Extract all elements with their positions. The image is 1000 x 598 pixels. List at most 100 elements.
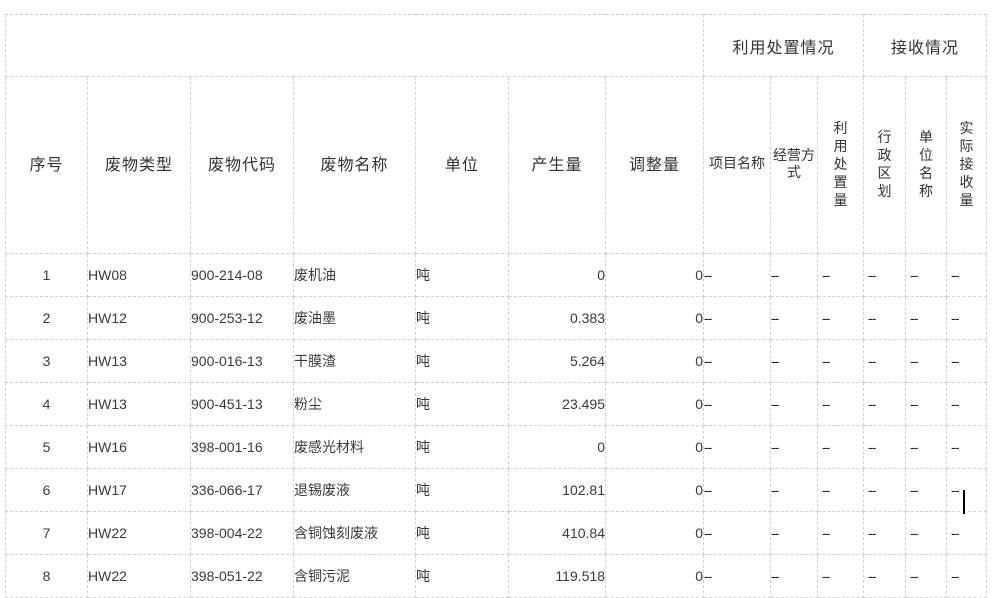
cell-received-qty[interactable]: -- [946,468,988,512]
cell-waste-name[interactable]: 退锡废液 [293,468,416,512]
cell-received-qty[interactable]: -- [946,511,988,555]
cell-unit[interactable]: 吨 [415,382,509,426]
cell-generated-qty[interactable]: 23.495 [508,382,606,426]
cell-waste-name[interactable]: 粉尘 [293,382,416,426]
cell-unit-name[interactable]: -- [905,253,948,297]
cell-waste-code[interactable]: 900-451-13 [190,382,294,426]
cell-project-name[interactable]: -- [703,468,772,512]
cell-operation-mode[interactable]: -- [770,511,819,555]
cell-unit[interactable]: 吨 [415,296,509,340]
cell-seq[interactable]: 3 [5,339,88,383]
cell-seq[interactable]: 5 [5,425,88,469]
cell-waste-code[interactable]: 900-016-13 [190,339,294,383]
cell-project-name[interactable]: -- [703,253,772,297]
cell-waste-type[interactable]: HW17 [87,468,191,512]
cell-unit-name[interactable]: -- [905,382,948,426]
cell-admin-region[interactable]: -- [863,253,907,297]
cell-generated-qty[interactable]: 119.518 [508,554,606,598]
cell-unit[interactable]: 吨 [415,468,509,512]
cell-admin-region[interactable]: -- [863,339,907,383]
cell-waste-code[interactable]: 900-253-12 [190,296,294,340]
cell-waste-name[interactable]: 含铜蚀刻废液 [293,511,416,555]
cell-received-qty[interactable]: -- [946,382,988,426]
cell-unit-name[interactable]: -- [905,296,948,340]
cell-project-name[interactable]: -- [703,511,772,555]
cell-seq[interactable]: 1 [5,253,88,297]
cell-received-qty[interactable]: -- [946,296,988,340]
cell-operation-mode[interactable]: -- [770,425,819,469]
cell-unit-name[interactable]: -- [905,511,948,555]
cell-unit[interactable]: 吨 [415,554,509,598]
cell-operation-mode[interactable]: -- [770,554,819,598]
cell-disposal-qty[interactable]: -- [817,554,865,598]
cell-generated-qty[interactable]: 410.84 [508,511,606,555]
table-row[interactable]: 2 HW12 900-253-12 废油墨吨 0.383 0 -- -- -- -- -- -- [5,296,988,340]
cell-generated-qty[interactable]: 0.383 [508,296,606,340]
cell-generated-qty[interactable]: 0 [508,425,606,469]
cell-adjusted-qty[interactable]: 0 [604,382,705,426]
cell-disposal-qty[interactable]: -- [817,339,865,383]
cell-waste-code[interactable]: 900-214-08 [190,253,294,297]
cell-waste-name[interactable]: 废机油 [293,253,416,297]
cell-operation-mode[interactable]: -- [770,468,819,512]
cell-waste-code[interactable]: 398-004-22 [190,511,294,555]
cell-adjusted-qty[interactable]: 0 [604,425,705,469]
table-row[interactable]: 5 HW16 398-001-16 废感光材料吨 0 0 -- -- -- -- -- -- [5,425,988,469]
cell-admin-region[interactable]: -- [863,468,907,512]
cell-seq[interactable]: 6 [5,468,88,512]
cell-unit-name[interactable]: -- [905,468,948,512]
cell-generated-qty[interactable]: 102.81 [508,468,606,512]
cell-waste-code[interactable]: 398-001-16 [190,425,294,469]
cell-waste-type[interactable]: HW22 [87,554,191,598]
table-row[interactable]: 8 HW22 398-051-22 含铜污泥吨 119.518 0 -- -- -- -- -- -- [5,554,988,598]
table-row[interactable]: 1 HW08 900-214-08 废机油吨 0 0 -- -- -- -- -- -- [5,253,988,297]
cell-generated-qty[interactable]: 5.264 [508,339,606,383]
cell-waste-name[interactable]: 废油墨 [293,296,416,340]
cell-waste-name[interactable]: 含铜污泥 [293,554,416,598]
cell-project-name[interactable]: -- [703,425,772,469]
table-row[interactable]: 3 HW13 900-016-13 干膜渣吨 5.264 0 -- -- -- -- -- -- [5,339,988,383]
cell-admin-region[interactable]: -- [863,425,907,469]
cell-waste-type[interactable]: HW13 [87,339,191,383]
cell-disposal-qty[interactable]: -- [817,382,865,426]
cell-disposal-qty[interactable]: -- [817,511,865,555]
cell-admin-region[interactable]: -- [863,296,907,340]
cell-disposal-qty[interactable]: -- [817,468,865,512]
table-row[interactable]: 4 HW13 900-451-13 粉尘吨 23.495 0 -- -- -- -- -- -- [5,382,988,426]
cell-unit-name[interactable]: -- [905,425,948,469]
cell-operation-mode[interactable]: -- [770,296,819,340]
cell-waste-type[interactable]: HW08 [87,253,191,297]
cell-unit-name[interactable]: -- [905,339,948,383]
cell-adjusted-qty[interactable]: 0 [604,511,705,555]
cell-project-name[interactable]: -- [703,554,772,598]
cell-adjusted-qty[interactable]: 0 [604,554,705,598]
cell-project-name[interactable]: -- [703,382,772,426]
cell-waste-type[interactable]: HW12 [87,296,191,340]
cell-project-name[interactable]: -- [703,339,772,383]
cell-operation-mode[interactable]: -- [770,253,819,297]
cell-unit[interactable]: 吨 [415,425,509,469]
cell-adjusted-qty[interactable]: 0 [604,296,705,340]
cell-admin-region[interactable]: -- [863,382,907,426]
table-row[interactable]: 7 HW22 398-004-22 含铜蚀刻废液吨 410.84 0 -- -- -- -- -- -… [5,511,988,555]
cell-disposal-qty[interactable]: -- [817,296,865,340]
cell-adjusted-qty[interactable]: 0 [604,253,705,297]
cell-seq[interactable]: 2 [5,296,88,340]
cell-admin-region[interactable]: -- [863,511,907,555]
cell-generated-qty[interactable]: 0 [508,253,606,297]
cell-disposal-qty[interactable]: -- [817,425,865,469]
cell-operation-mode[interactable]: -- [770,339,819,383]
cell-waste-type[interactable]: HW16 [87,425,191,469]
table-row[interactable]: 6 HW17 336-066-17 退锡废液吨 102.81 0 -- -- -- -- -- -- [5,468,988,512]
cell-received-qty[interactable]: -- [946,339,988,383]
cell-waste-name[interactable]: 干膜渣 [293,339,416,383]
cell-seq[interactable]: 8 [5,554,88,598]
cell-waste-code[interactable]: 398-051-22 [190,554,294,598]
cell-waste-type[interactable]: HW22 [87,511,191,555]
cell-adjusted-qty[interactable]: 0 [604,468,705,512]
cell-admin-region[interactable]: -- [863,554,907,598]
cell-waste-code[interactable]: 336-066-17 [190,468,294,512]
cell-unit-name[interactable]: -- [905,554,948,598]
cell-waste-name[interactable]: 废感光材料 [293,425,416,469]
cell-received-qty[interactable]: -- [946,253,988,297]
